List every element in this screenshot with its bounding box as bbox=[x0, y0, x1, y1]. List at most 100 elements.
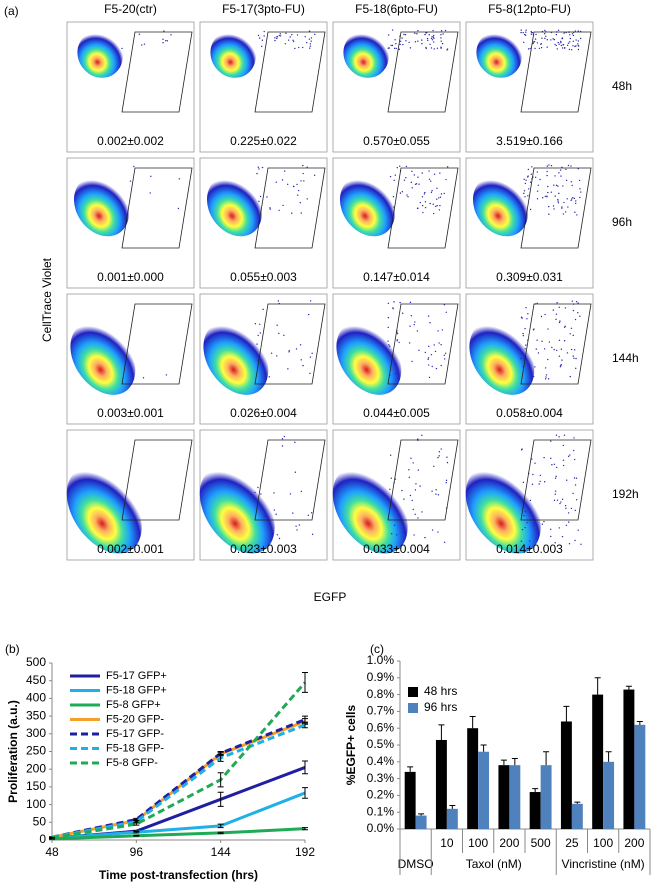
event-dot bbox=[410, 181, 413, 184]
event-dot bbox=[520, 540, 523, 542]
gate bbox=[121, 31, 193, 113]
event-dot bbox=[424, 536, 426, 539]
event-dot bbox=[396, 340, 398, 342]
event-dot bbox=[564, 307, 567, 309]
event-dot bbox=[300, 212, 302, 214]
event-dot bbox=[298, 524, 301, 526]
event-dot bbox=[438, 209, 441, 211]
event-dot bbox=[548, 164, 550, 166]
event-dot bbox=[561, 206, 563, 208]
event-dot bbox=[572, 34, 575, 37]
event-dot bbox=[544, 313, 546, 316]
event-dot bbox=[580, 543, 582, 546]
column-label: F5-17(3pto-FU) bbox=[222, 2, 305, 16]
density bbox=[336, 321, 402, 395]
event-dot bbox=[553, 184, 555, 186]
error-bar bbox=[217, 831, 224, 835]
event-dot bbox=[561, 207, 563, 209]
event-dot bbox=[552, 205, 555, 207]
y-tick-label: 0.9% bbox=[367, 670, 395, 684]
event-dot bbox=[566, 352, 569, 354]
y-tick-label: 0.4% bbox=[367, 754, 395, 768]
event-dot bbox=[560, 41, 562, 44]
event-dot bbox=[405, 165, 408, 168]
event-dot bbox=[527, 195, 529, 197]
event-dot bbox=[433, 41, 435, 43]
bar bbox=[592, 694, 604, 829]
event-dot bbox=[412, 508, 414, 511]
event-dot bbox=[529, 208, 532, 211]
event-dot bbox=[303, 180, 305, 182]
event-dot bbox=[537, 352, 540, 354]
y-tick-label: 50 bbox=[33, 814, 47, 828]
event-dot bbox=[389, 345, 391, 347]
event-dot bbox=[574, 539, 576, 542]
error-bar bbox=[133, 822, 140, 826]
event-dot bbox=[524, 327, 526, 330]
event-dot bbox=[546, 46, 548, 48]
event-dot bbox=[417, 176, 419, 178]
gate-value: 0.044±0.005 bbox=[363, 406, 430, 420]
event-dot bbox=[446, 166, 449, 168]
event-dot bbox=[440, 364, 442, 367]
gate bbox=[254, 439, 326, 521]
gate bbox=[387, 31, 459, 113]
gate-value: 0.023±0.003 bbox=[230, 542, 297, 556]
event-dot bbox=[440, 448, 442, 450]
event-dot bbox=[562, 459, 565, 461]
error-bar bbox=[574, 801, 581, 804]
event-dot bbox=[306, 166, 308, 168]
event-dot bbox=[575, 200, 577, 202]
event-dot bbox=[261, 39, 264, 41]
event-dot bbox=[289, 36, 291, 38]
event-dot bbox=[431, 36, 433, 38]
event-dot bbox=[527, 175, 529, 177]
event-dot bbox=[399, 192, 402, 194]
event-dot bbox=[276, 36, 278, 38]
event-dot bbox=[288, 350, 291, 352]
gate-value: 0.225±0.022 bbox=[230, 134, 297, 148]
event-dot bbox=[525, 31, 527, 33]
event-dot bbox=[563, 201, 565, 204]
event-dot bbox=[445, 482, 447, 484]
y-tick-label: 0 bbox=[39, 832, 46, 846]
event-dot bbox=[257, 34, 260, 37]
density bbox=[469, 321, 535, 395]
row-label: 144h bbox=[612, 351, 639, 365]
event-dot bbox=[539, 474, 542, 477]
gate-value: 0.002±0.002 bbox=[97, 134, 164, 148]
event-dot bbox=[446, 456, 448, 458]
event-dot bbox=[432, 34, 435, 37]
event-dot bbox=[565, 524, 568, 527]
event-dot bbox=[572, 309, 575, 312]
event-dot bbox=[544, 195, 546, 198]
event-dot bbox=[270, 352, 273, 354]
event-dot bbox=[310, 40, 312, 42]
legend-label: 48 hrs bbox=[424, 684, 457, 698]
event-dot bbox=[313, 174, 316, 176]
event-dot bbox=[570, 327, 573, 329]
error-bar bbox=[532, 788, 539, 793]
event-dot bbox=[557, 200, 559, 202]
legend-swatch bbox=[408, 703, 418, 713]
event-dot bbox=[548, 213, 550, 215]
event-dot bbox=[547, 358, 549, 361]
event-dot bbox=[532, 524, 535, 527]
gate bbox=[121, 439, 193, 521]
flow-plot: 0.225±0.022 bbox=[199, 21, 328, 153]
event-dot bbox=[390, 44, 392, 47]
error-bar bbox=[302, 672, 308, 693]
event-dot bbox=[440, 37, 442, 39]
event-dot bbox=[431, 190, 433, 192]
y-axis-label: CellTrace Violet bbox=[40, 257, 54, 342]
y-tick-label: 0.8% bbox=[367, 687, 395, 701]
event-dot bbox=[433, 37, 435, 40]
event-dot bbox=[522, 499, 524, 502]
event-dot bbox=[427, 357, 430, 359]
event-dot bbox=[536, 190, 539, 192]
event-dot bbox=[540, 315, 543, 318]
event-dot bbox=[550, 39, 552, 41]
event-dot bbox=[439, 172, 441, 174]
group-label: Vincristine (nM) bbox=[562, 857, 645, 871]
error-bar bbox=[302, 721, 308, 729]
